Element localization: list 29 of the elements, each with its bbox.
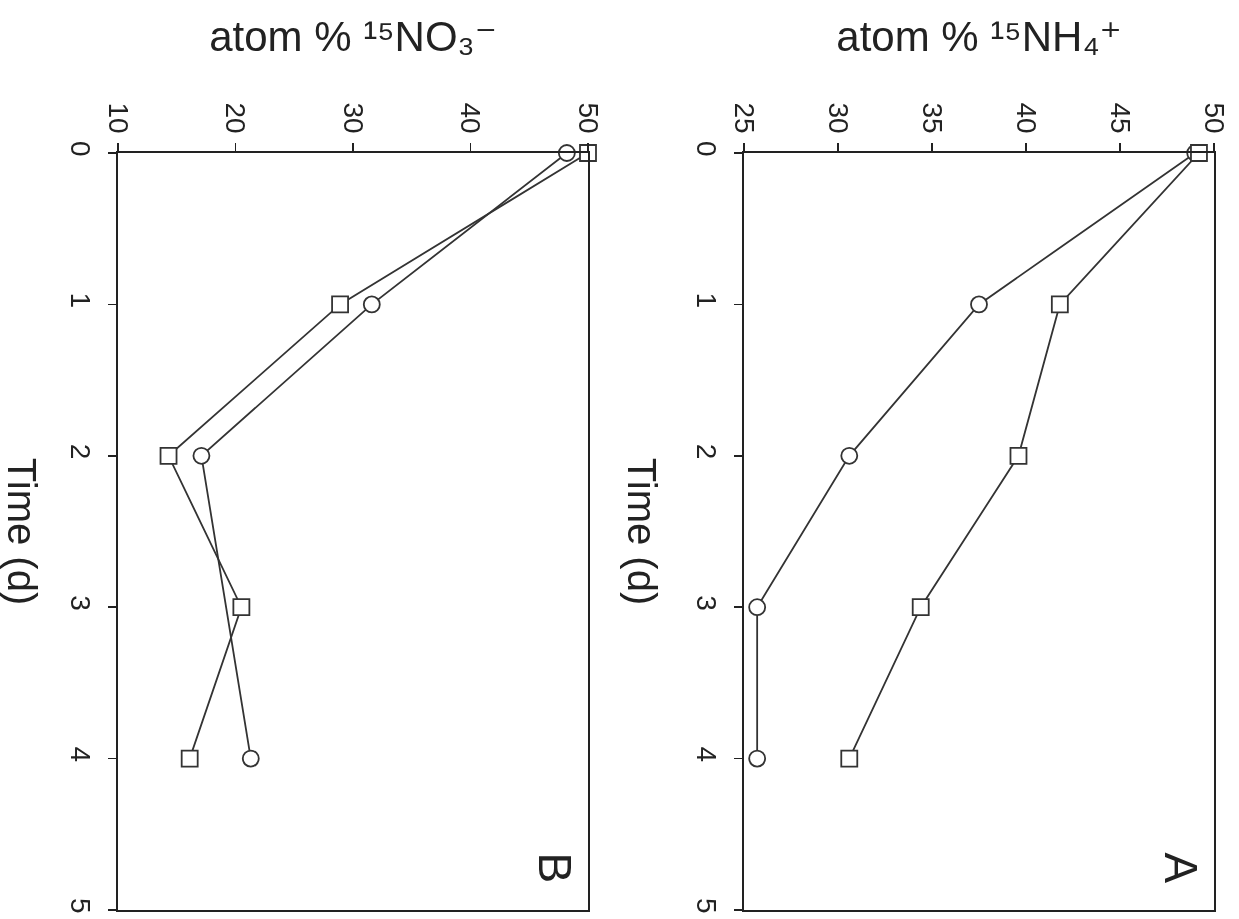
y-tick-label: 2 bbox=[690, 443, 722, 460]
y-tick-label: 0 bbox=[690, 141, 722, 157]
y-tick-label: 1 bbox=[64, 292, 96, 308]
x-tick-label: 20 bbox=[220, 102, 252, 134]
y-tick-label: 5 bbox=[64, 898, 96, 914]
y-tick-label: 1 bbox=[690, 292, 722, 308]
x-tick-label: 40 bbox=[455, 102, 487, 134]
y-tick-label: 4 bbox=[64, 746, 96, 763]
y-tick-label: 4 bbox=[690, 746, 722, 763]
x-tick-label: 45 bbox=[1104, 102, 1136, 134]
y-tick-label: 3 bbox=[64, 595, 96, 611]
x-tick-label: 30 bbox=[822, 102, 854, 134]
x-tick-label: 25 bbox=[728, 102, 760, 134]
x-tick-label: 50 bbox=[1198, 102, 1230, 134]
y-axis-title: Time (d) bbox=[620, 457, 664, 606]
x-tick-label: 50 bbox=[572, 102, 604, 134]
x-tick-label: 35 bbox=[916, 102, 948, 134]
y-axis-title: Time (d) bbox=[0, 457, 44, 606]
x-axis-title: atom % ¹⁵NO₃⁻ bbox=[209, 12, 497, 60]
annotation: A bbox=[1154, 852, 1207, 884]
y-tick-label: 3 bbox=[690, 595, 722, 611]
y-tick-label: 0 bbox=[64, 141, 96, 157]
x-tick-label: 40 bbox=[1010, 102, 1042, 134]
annotation: B bbox=[528, 852, 581, 884]
x-tick-label: 30 bbox=[337, 102, 369, 134]
y-tick-label: 5 bbox=[690, 898, 722, 914]
x-tick-label: 10 bbox=[102, 102, 134, 134]
x-axis-title: atom % ¹⁵NH₄⁺ bbox=[836, 12, 1122, 60]
y-tick-label: 2 bbox=[64, 443, 96, 460]
